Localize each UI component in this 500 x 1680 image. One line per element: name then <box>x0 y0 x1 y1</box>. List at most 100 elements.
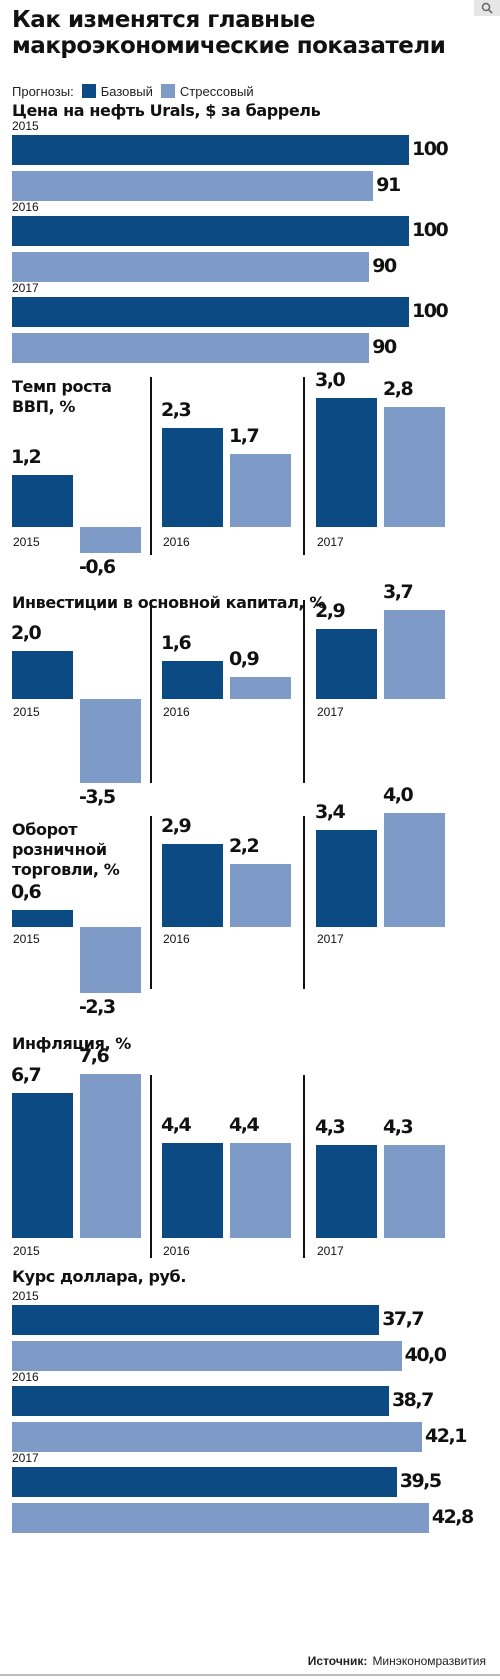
search-icon <box>481 2 493 14</box>
usd-value-label: 42,1 <box>425 1425 467 1447</box>
inflation-bar-stress <box>230 1142 291 1238</box>
gdp-bar-base <box>316 398 377 527</box>
retail-bar-stress <box>384 813 445 927</box>
investment-bar-stress <box>80 699 141 783</box>
retail-year-label: 2017 <box>317 932 344 946</box>
gdp-value-label: 1,7 <box>229 424 260 447</box>
oil-value-label: 100 <box>412 219 449 241</box>
legend: Прогнозы: Базовый Стрессовый <box>12 82 254 100</box>
usd-year-label: 2017 <box>12 1451 39 1465</box>
inflation-value-label: 4,3 <box>383 1116 414 1139</box>
gdp-bar-base <box>162 428 223 527</box>
gdp-chart-title: Темп роста ВВП, % <box>12 377 112 416</box>
inflation-chart-title: Инфляция, % <box>12 1034 131 1053</box>
oil-bar-base <box>12 216 409 246</box>
retail-panel-divider <box>303 816 305 989</box>
gdp-bar-base <box>12 475 73 527</box>
usd-value-label: 40,0 <box>404 1344 447 1366</box>
investment-value-label: 2,9 <box>315 600 346 623</box>
inflation-bar-base <box>316 1145 377 1238</box>
retail-year-label: 2016 <box>163 932 190 946</box>
usd-bar-stress <box>12 1422 423 1452</box>
legend-item-stress: Стрессовый <box>179 83 254 99</box>
oil-year-label: 2017 <box>12 281 39 295</box>
inflation-value-label: 6,7 <box>11 1064 42 1087</box>
oil-bar-stress <box>12 252 370 282</box>
inflation-bar-stress <box>384 1145 445 1238</box>
retail-bar-base <box>12 909 73 927</box>
oil-value-label: 91 <box>376 174 401 196</box>
legend-label: Прогнозы: <box>12 83 74 99</box>
search-button[interactable] <box>474 0 500 16</box>
gdp-panel-divider <box>150 377 152 555</box>
investment-year-label: 2015 <box>13 705 40 719</box>
gdp-panel-divider <box>303 377 305 555</box>
retail-bar-stress <box>80 927 141 993</box>
usd-year-label: 2015 <box>12 1289 39 1303</box>
usd-value-label: 39,5 <box>399 1470 442 1492</box>
gdp-bar-stress <box>80 527 141 553</box>
page-title: Как изменятся главные макроэкономические… <box>12 7 446 59</box>
source-value: Минэкономразвития <box>372 1654 486 1668</box>
legend-item-base: Базовый <box>100 83 153 99</box>
retail-value-label: 0,6 <box>11 880 42 903</box>
inflation-panel-divider <box>303 1075 305 1258</box>
investment-bar-base <box>316 629 377 699</box>
inflation-bar-base <box>162 1142 223 1238</box>
usd-value-label: 37,7 <box>382 1308 424 1330</box>
usd-bar-base <box>12 1467 397 1497</box>
inflation-value-label: 7,6 <box>79 1044 110 1067</box>
retail-bar-base <box>316 830 377 927</box>
gdp-year-label: 2017 <box>317 535 344 549</box>
oil-value-label: 100 <box>412 300 449 322</box>
oil-value-label: 100 <box>412 138 449 160</box>
retail-value-label: 3,4 <box>315 801 346 824</box>
oil-year-label: 2016 <box>12 200 39 214</box>
oil-bar-base <box>12 297 409 327</box>
gdp-value-label: 3,0 <box>315 369 346 391</box>
retail-value-label: 2,9 <box>161 815 192 838</box>
retail-value-label: -2,3 <box>79 995 116 1018</box>
inflation-value-label: 4,4 <box>161 1113 192 1136</box>
inflation-year-label: 2017 <box>317 1244 344 1258</box>
investment-panel-divider <box>150 600 152 783</box>
retail-value-label: 4,0 <box>383 784 414 806</box>
investment-panel-divider <box>303 600 305 783</box>
investment-value-label: 0,9 <box>229 648 260 671</box>
usd-value-label: 42,8 <box>431 1506 474 1528</box>
investment-value-label: 3,7 <box>383 581 414 604</box>
oil-value-label: 90 <box>372 255 397 277</box>
investment-value-label: 1,6 <box>161 631 192 654</box>
oil-chart-title: Цена на нефть Urals, $ за баррель <box>12 101 321 120</box>
retail-bar-base <box>162 844 223 927</box>
usd-bar-stress <box>12 1503 429 1533</box>
oil-bar-stress <box>12 333 370 363</box>
retail-chart-title: Оборот розничной торговли, % <box>12 820 120 879</box>
usd-bar-stress <box>12 1341 402 1371</box>
usd-chart-title: Курс доллара, руб. <box>12 1267 186 1286</box>
oil-bar-stress <box>12 171 374 201</box>
legend-swatch-stress <box>160 84 175 98</box>
legend-swatch-base <box>81 84 96 98</box>
retail-panel-divider <box>150 816 152 989</box>
inflation-value-label: 4,4 <box>229 1113 260 1136</box>
inflation-value-label: 4,3 <box>315 1116 346 1139</box>
oil-year-label: 2015 <box>12 119 39 133</box>
inflation-bar-base <box>12 1093 73 1238</box>
investment-value-label: 2,0 <box>11 622 42 644</box>
usd-bar-base <box>12 1305 380 1335</box>
gdp-bar-stress <box>384 406 445 527</box>
retail-bar-stress <box>230 864 291 927</box>
gdp-value-label: -0,6 <box>79 555 116 578</box>
oil-bar-base <box>12 135 409 165</box>
usd-value-label: 38,7 <box>391 1389 434 1411</box>
investment-value-label: -3,5 <box>79 786 116 808</box>
usd-bar-base <box>12 1386 389 1416</box>
gdp-year-label: 2015 <box>13 535 40 549</box>
oil-value-label: 90 <box>372 336 397 358</box>
retail-value-label: 2,2 <box>229 835 260 858</box>
gdp-year-label: 2016 <box>163 535 190 549</box>
investment-year-label: 2017 <box>317 705 344 719</box>
inflation-year-label: 2016 <box>163 1244 190 1258</box>
gdp-value-label: 2,8 <box>383 377 414 400</box>
